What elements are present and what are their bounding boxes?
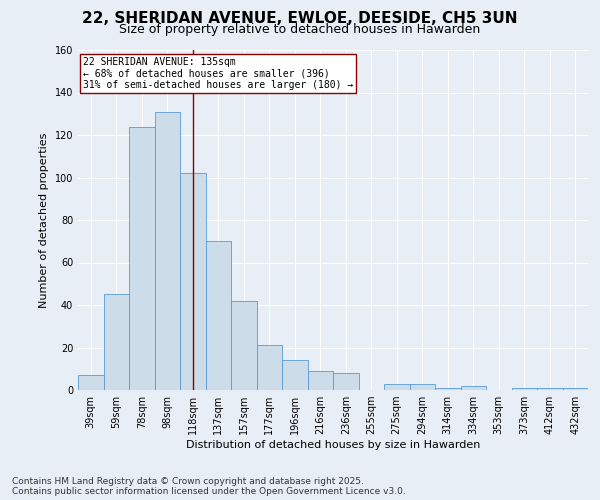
Bar — [409, 384, 435, 390]
Bar — [537, 388, 563, 390]
Bar — [205, 242, 231, 390]
Bar — [129, 126, 155, 390]
Bar — [180, 174, 205, 390]
Text: Contains HM Land Registry data © Crown copyright and database right 2025.
Contai: Contains HM Land Registry data © Crown c… — [12, 476, 406, 496]
X-axis label: Distribution of detached houses by size in Hawarden: Distribution of detached houses by size … — [186, 440, 480, 450]
Bar — [231, 300, 257, 390]
Bar — [435, 388, 461, 390]
Bar — [511, 388, 537, 390]
Bar — [461, 386, 486, 390]
Bar — [384, 384, 409, 390]
Text: Size of property relative to detached houses in Hawarden: Size of property relative to detached ho… — [119, 22, 481, 36]
Bar — [257, 346, 282, 390]
Text: 22 SHERIDAN AVENUE: 135sqm
← 68% of detached houses are smaller (396)
31% of sem: 22 SHERIDAN AVENUE: 135sqm ← 68% of deta… — [83, 57, 353, 90]
Bar — [333, 373, 359, 390]
Bar — [308, 371, 333, 390]
Bar — [104, 294, 129, 390]
Bar — [563, 388, 588, 390]
Bar — [78, 375, 104, 390]
Bar — [155, 112, 180, 390]
Y-axis label: Number of detached properties: Number of detached properties — [39, 132, 49, 308]
Text: 22, SHERIDAN AVENUE, EWLOE, DEESIDE, CH5 3UN: 22, SHERIDAN AVENUE, EWLOE, DEESIDE, CH5… — [82, 11, 518, 26]
Bar — [282, 360, 308, 390]
